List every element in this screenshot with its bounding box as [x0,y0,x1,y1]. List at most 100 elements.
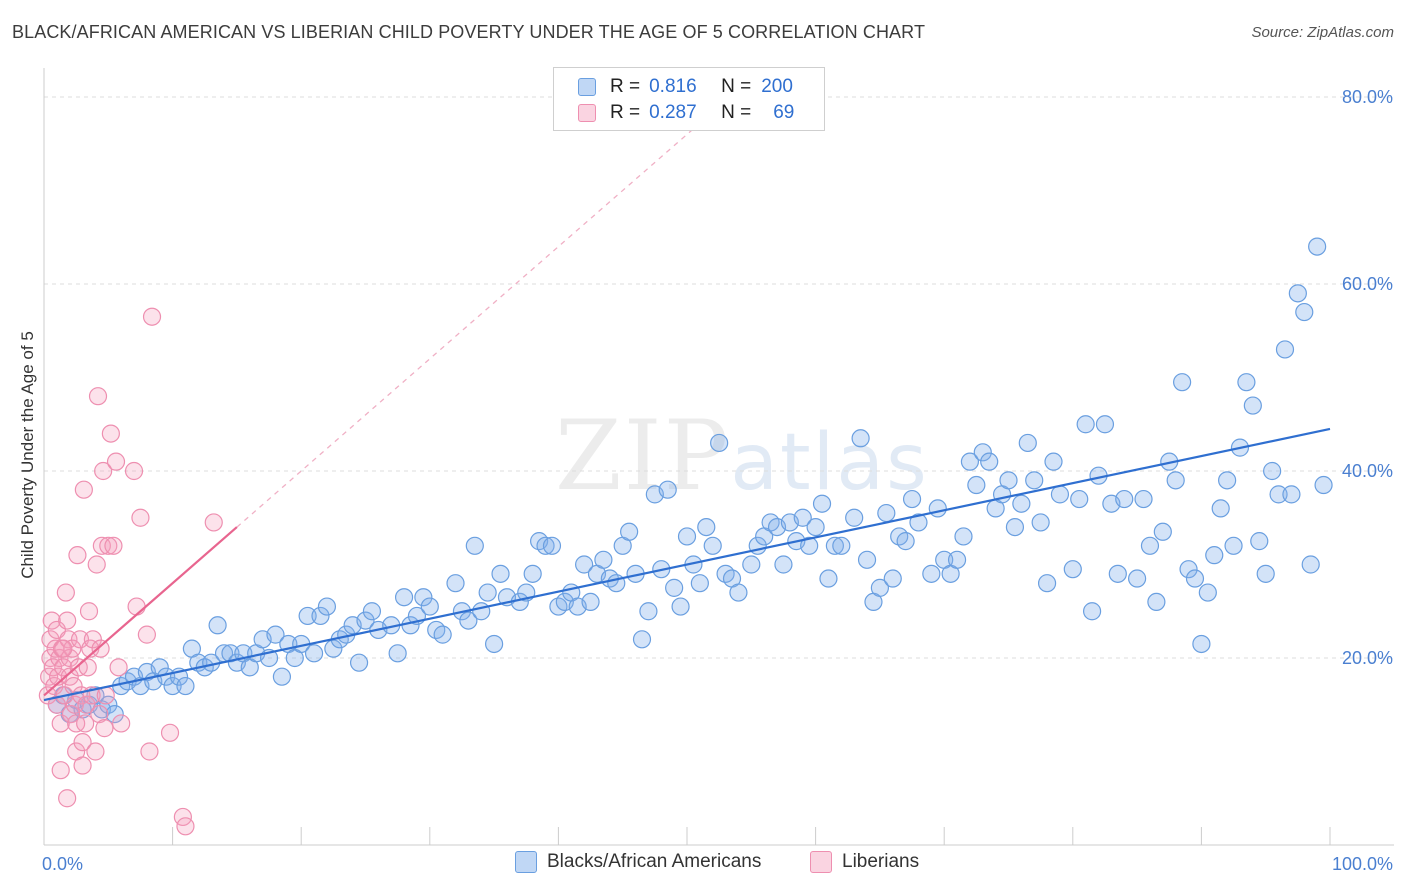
data-point [204,513,223,532]
data-point [131,508,150,527]
data-point [523,564,542,583]
data-point [86,742,105,761]
data-point [922,564,941,583]
x-tick-label: 100.0% [1332,854,1393,874]
data-point [1288,284,1307,303]
data-point [362,602,382,621]
data-point [91,639,110,658]
data-point [1237,373,1256,392]
data-point [1018,433,1037,453]
chart-title: BLACK/AFRICAN AMERICAN VS LIBERIAN CHILD… [12,22,926,42]
data-point [95,719,114,738]
data-point [1050,485,1070,504]
data-point [954,527,973,546]
data-point [1218,471,1237,490]
data-point [1308,237,1327,256]
data-point [51,761,70,780]
data-point [317,597,337,616]
data-point [105,704,124,724]
data-point [1243,396,1262,415]
data-point [472,602,491,621]
data-point [806,517,825,537]
data-point [1198,583,1217,602]
data-point [1179,560,1198,579]
data-point [1031,513,1050,532]
data-point [1192,634,1211,654]
data-point [542,536,562,555]
legend-swatch-blue [578,78,596,96]
trend-extension-pink [236,77,752,528]
data-point [1082,602,1102,621]
data-point [109,658,128,677]
data-point [76,714,95,733]
data-point [266,625,285,644]
bottom-legend-swatch-blue [515,851,537,873]
bottom-legend-swatch-pink [810,851,832,873]
data-point [1063,560,1082,579]
data-point [825,536,844,555]
data-point [87,555,106,574]
data-point [581,592,600,612]
data-point [832,536,851,555]
data-point [902,489,922,509]
data-point [1095,415,1115,434]
bottom-legend-blacks: Blacks/African Americans [515,851,761,873]
legend-r-label: R = [610,76,641,97]
data-point [1173,373,1192,392]
data-points [38,237,1333,836]
source-label: Source: ZipAtlas.com [1251,24,1394,41]
data-point [1269,485,1288,504]
data-point [73,756,92,775]
data-point [124,461,144,481]
bottom-legend-label: Liberians [842,851,920,872]
data-point [42,611,61,630]
watermark-atlas: atlas [730,418,929,508]
data-point [1185,569,1205,588]
data-point [594,550,613,569]
data-point [877,503,896,523]
data-point [1295,302,1314,322]
trend-lines [43,77,1331,702]
bottom-legend-label: Blacks/African Americans [547,851,762,872]
data-point [639,602,658,621]
y-tick-label: 20.0% [1342,648,1393,668]
data-point [575,555,594,574]
data-point [710,433,729,453]
series-pink [38,307,223,836]
data-point [1314,475,1333,495]
data-point [272,667,292,686]
trend-line-pink [43,526,238,697]
data-point [79,602,99,621]
data-point [94,461,113,481]
data-point [1166,471,1185,490]
data-point [304,644,324,663]
data-point [1275,340,1295,359]
data-point [1108,564,1127,583]
data-point [819,569,838,588]
data-point [77,695,96,714]
data-point [536,536,555,555]
data-point [774,555,793,574]
data-point [112,714,131,733]
data-point [54,658,73,677]
data-point [1256,564,1275,583]
data-point [68,546,87,565]
data-point [163,676,182,696]
data-point [671,597,690,616]
data-point [1076,415,1095,434]
data-point [690,574,709,593]
data-point [73,733,92,752]
data-point [909,513,928,532]
data-point [742,555,761,574]
data-point [311,606,330,626]
data-point [61,704,81,724]
legend-n-label: N = [721,102,752,123]
x-tick-label: 0.0% [42,854,83,874]
data-point [896,532,915,551]
data-point [851,429,870,448]
legend-n-label: N = [721,76,752,97]
data-point [83,630,102,649]
legend-row-blacks: R = 0.816 N = 200 [578,75,793,99]
data-point [414,588,433,607]
data-point [973,443,992,462]
